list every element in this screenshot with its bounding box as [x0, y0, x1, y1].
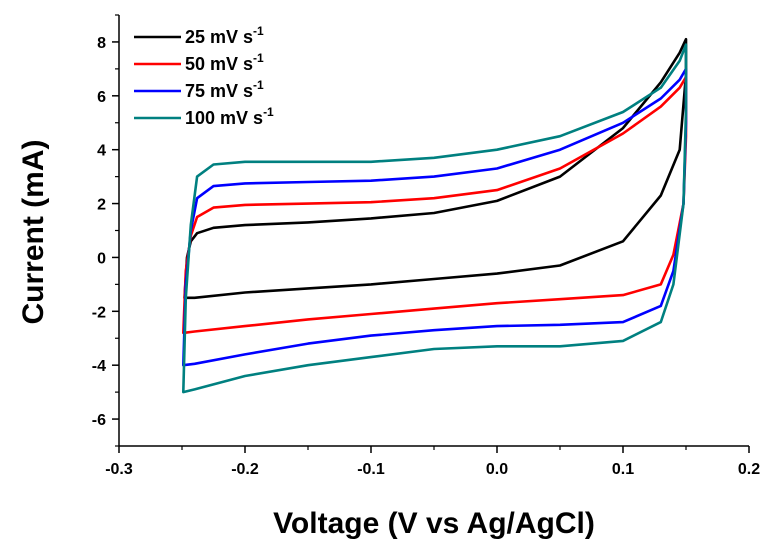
y-tick-label: 2: [97, 197, 106, 214]
legend-superscript: -1: [253, 78, 264, 92]
x-tick-label: -0.3: [105, 461, 133, 478]
legend-label-3: 75 mV s-1: [185, 78, 264, 101]
series-curve-1: [183, 37, 688, 300]
legend: 25 mV s-1 50 mV s-1 75 mV s-1 100 mV s-1: [134, 24, 274, 128]
legend-label-1: 25 mV s-1: [185, 24, 264, 47]
y-tick-label: 8: [97, 35, 106, 52]
y-axis-label: Current (mA): [17, 140, 50, 325]
y-tick-label: -4: [92, 358, 106, 375]
x-tick-label: 0.2: [738, 461, 760, 478]
axes: -0.3 -0.2 -0.1 0.0 0.1 0.2 -6 -4 -2 0 2 4 6 8: [92, 14, 760, 478]
y-tick-label: 0: [97, 250, 106, 267]
legend-superscript: -1: [263, 105, 274, 119]
legend-label-2: 50 mV s-1: [185, 51, 264, 74]
y-tick-label: 4: [97, 143, 106, 160]
legend-superscript: -1: [253, 24, 264, 38]
series-curve-3: [182, 67, 688, 367]
legend-superscript: -1: [253, 51, 264, 65]
x-tick-label: 0.0: [486, 461, 508, 478]
x-tick-label: 0.1: [612, 461, 634, 478]
series-curves: [182, 37, 688, 394]
x-tick-label: -0.2: [231, 461, 259, 478]
x-axis-label: Voltage (V vs Ag/AgCl): [273, 507, 595, 539]
y-tick-label: 6: [97, 89, 106, 106]
series-curve-4: [182, 43, 688, 394]
x-tick-label: -0.1: [357, 461, 385, 478]
y-tick-label: -2: [92, 304, 106, 321]
legend-label-4: 100 mV s-1: [185, 105, 274, 128]
series-curve-2: [182, 75, 688, 335]
y-tick-label: -6: [92, 412, 106, 429]
